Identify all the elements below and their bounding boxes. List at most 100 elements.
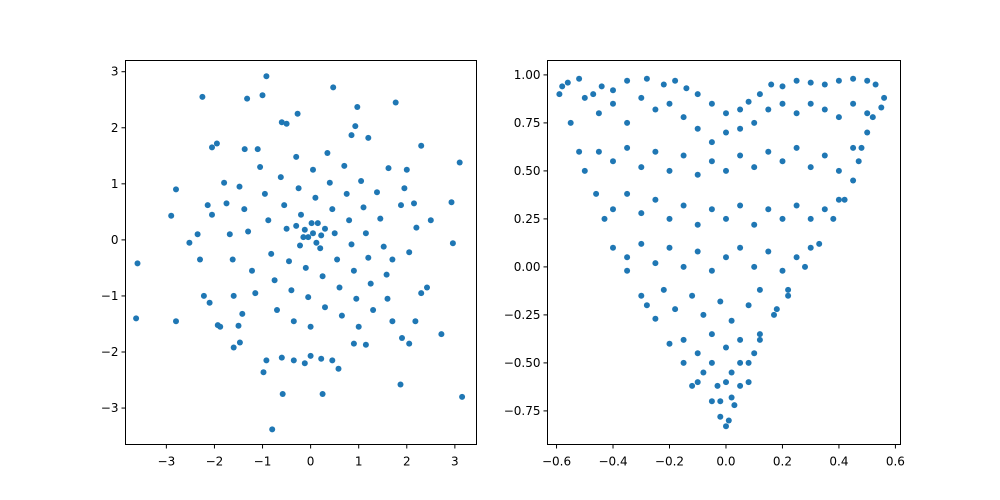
left-scatter-point xyxy=(335,365,342,372)
left-scatter-point xyxy=(194,231,201,238)
left-scatter-point xyxy=(200,292,207,299)
left-scatter-point xyxy=(413,224,420,231)
right-scatter-point xyxy=(878,104,885,111)
left-scatter-point xyxy=(365,134,372,141)
left-scatter-point xyxy=(236,339,243,346)
right-scatter-point xyxy=(723,167,729,174)
left-scatter-point xyxy=(326,179,333,186)
right-scatter-point xyxy=(745,379,752,386)
left-scatter-point xyxy=(401,185,408,192)
left-scatter-point xyxy=(367,280,374,287)
right-scatter-point xyxy=(737,202,744,209)
right-scatter-point xyxy=(765,106,772,113)
right-scatter-point xyxy=(745,359,752,366)
right-scatter-point xyxy=(807,244,814,251)
right-scatter-point xyxy=(872,81,879,88)
right-scatter-point xyxy=(694,350,701,357)
left-scatter-point xyxy=(241,206,248,213)
right-y-tick-label: 0.25 xyxy=(514,212,541,226)
left-x-tick-label: 0 xyxy=(307,455,315,469)
left-scatter-point xyxy=(307,352,314,359)
right-scatter-point xyxy=(595,148,602,155)
right-scatter-point xyxy=(652,106,659,113)
right-scatter-point xyxy=(850,144,857,151)
right-scatter-point xyxy=(708,398,715,405)
left-scatter-point xyxy=(283,225,290,232)
right-scatter-point xyxy=(728,317,735,324)
right-scatter-point xyxy=(638,210,645,217)
right-y-tick-label: −0.75 xyxy=(504,404,541,418)
right-scatter-point xyxy=(714,382,721,389)
left-scatter-point xyxy=(252,290,259,297)
left-y-tick-label: −3 xyxy=(101,401,119,415)
left-scatter-point xyxy=(199,93,206,100)
right-scatter-point xyxy=(802,263,808,270)
left-scatter-point xyxy=(313,239,320,246)
right-scatter-point xyxy=(835,77,842,84)
right-scatter-point xyxy=(779,215,786,222)
left-x-tick-label: −2 xyxy=(206,455,224,469)
right-scatter-point xyxy=(785,292,792,299)
left-scatter-point xyxy=(245,228,252,235)
right-scatter-point xyxy=(576,148,583,155)
left-scatter-point xyxy=(341,162,348,169)
right-scatter-point xyxy=(708,331,715,338)
left-scatter-point xyxy=(424,284,430,291)
right-scatter-point xyxy=(708,267,715,274)
right-scatter-point xyxy=(717,298,724,305)
right-scatter-point xyxy=(595,110,602,117)
left-scatter-point xyxy=(319,273,326,280)
right-scatter-point xyxy=(624,144,631,151)
right-scatter-point xyxy=(793,77,800,84)
right-scatter-point xyxy=(793,202,800,209)
left-scatter-point xyxy=(288,287,295,294)
right-scatter-point xyxy=(881,94,888,101)
left-scatter-point xyxy=(173,186,179,193)
right-scatter-point xyxy=(708,206,715,213)
right-scatter-point xyxy=(723,110,729,117)
left-scatter-point xyxy=(318,355,325,362)
right-scatter-point xyxy=(708,100,715,107)
right-scatter-point xyxy=(680,336,687,343)
right-scatter-point xyxy=(652,148,659,155)
left-scatter-point xyxy=(353,295,360,302)
right-scatter-point xyxy=(745,98,752,105)
right-scatter-point xyxy=(737,336,744,343)
right-x-tick-label: −0.4 xyxy=(598,455,627,469)
left-scatter-point xyxy=(278,119,285,126)
left-scatter-point xyxy=(319,391,326,397)
left-scatter-point xyxy=(281,202,288,209)
right-scatter-points xyxy=(556,75,888,430)
left-scatter-point xyxy=(221,179,228,186)
left-scatter-point xyxy=(354,104,361,110)
left-scatter-point xyxy=(229,256,236,263)
left-scatter-points xyxy=(133,73,466,433)
left-scatter-point xyxy=(209,211,215,218)
left-x-tick-label: 2 xyxy=(403,455,411,469)
right-scatter-point xyxy=(689,382,696,389)
right-scatter-point xyxy=(821,81,828,88)
left-y-tick-label: 1 xyxy=(111,177,119,191)
left-scatter-point xyxy=(329,206,336,213)
right-scatter-point xyxy=(850,177,857,184)
left-scatter-point xyxy=(297,242,303,249)
right-scatter-point xyxy=(855,158,862,165)
right-scatter-point xyxy=(672,306,679,313)
left-scatter-point xyxy=(293,153,300,160)
right-scatter-point xyxy=(756,331,763,338)
right-scatter-point xyxy=(768,81,775,88)
left-scatter-point xyxy=(360,204,367,211)
right-scatter-point xyxy=(751,221,758,228)
right-scatter-point xyxy=(864,129,871,136)
right-scatter-point xyxy=(638,94,645,101)
right-y-tick-label: 0.00 xyxy=(514,260,541,274)
right-scatter-point xyxy=(756,91,763,98)
right-scatter-point xyxy=(723,344,729,351)
left-scatter-point xyxy=(330,84,337,91)
left-scatter-point xyxy=(197,256,203,263)
right-scatter-point xyxy=(666,215,673,222)
right-scatter-point xyxy=(807,100,814,107)
left-scatter-point xyxy=(239,310,246,317)
right-scatter-point xyxy=(723,129,729,136)
left-scatter-point xyxy=(241,146,248,153)
